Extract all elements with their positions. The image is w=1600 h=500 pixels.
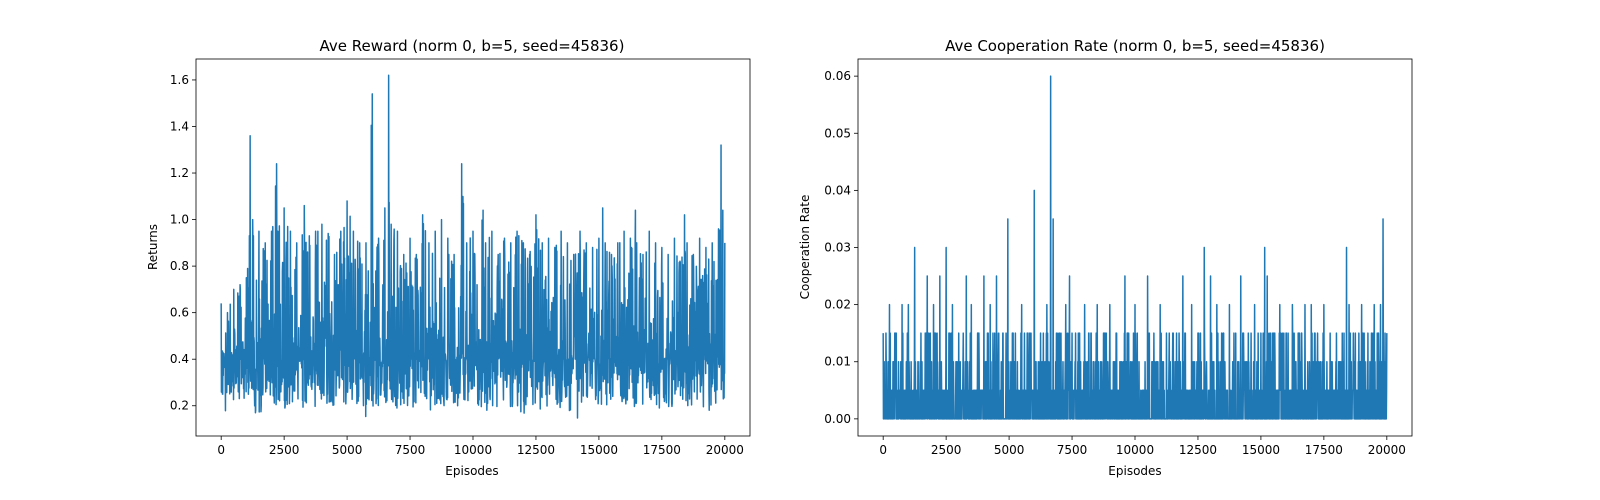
cooperation-x-ticks: 0 2500 5000 7500 10000 12500 15000 17500 20000 (879, 436, 1406, 457)
cooperation-plot-area (882, 75, 1388, 420)
cooperation-y-tick-label: 0.03 (824, 241, 851, 255)
reward-x-tick-label: 17500 (643, 443, 681, 457)
cooperation-y-tick-label: 0.05 (824, 126, 851, 140)
cooperation-y-tick-label: 0.02 (824, 298, 851, 312)
cooperation-x-tick-label: 10000 (1116, 443, 1154, 457)
cooperation-y-ticks: 0.00 0.01 0.02 0.03 0.04 0.05 0.06 (824, 69, 858, 426)
reward-y-tick-label: 0.2 (170, 399, 189, 413)
reward-y-tick-label: 0.6 (170, 306, 189, 320)
cooperation-chart-title: Ave Cooperation Rate (norm 0, b=5, seed=… (945, 37, 1325, 55)
reward-y-ticks: 0.2 0.4 0.6 0.8 1.0 1.2 1.4 1.6 (170, 73, 196, 413)
reward-y-tick-label: 1.2 (170, 166, 189, 180)
reward-y-tick-label: 0.8 (170, 259, 189, 273)
cooperation-x-tick-label: 7500 (1057, 443, 1088, 457)
reward-x-tick-label: 12500 (517, 443, 555, 457)
reward-chart: Ave Reward (norm 0, b=5, seed=45836) 0 25… (146, 37, 751, 478)
reward-x-tick-label: 5000 (332, 443, 363, 457)
cooperation-x-tick-label: 0 (879, 443, 887, 457)
cooperation-x-axis-label: Episodes (1108, 464, 1161, 478)
reward-x-tick-label: 10000 (454, 443, 492, 457)
reward-x-tick-label: 7500 (395, 443, 426, 457)
cooperation-series-line (882, 75, 1388, 420)
reward-x-tick-label: 0 (217, 443, 225, 457)
reward-y-tick-label: 1.0 (170, 213, 189, 227)
reward-y-axis-label: Returns (146, 224, 160, 270)
reward-x-tick-label: 2500 (269, 443, 300, 457)
reward-chart-title: Ave Reward (norm 0, b=5, seed=45836) (320, 37, 625, 55)
reward-series-line (220, 74, 726, 419)
cooperation-x-tick-label: 2500 (931, 443, 962, 457)
reward-x-tick-label: 20000 (706, 443, 744, 457)
cooperation-x-tick-label: 5000 (994, 443, 1025, 457)
reward-x-ticks: 0 2500 5000 7500 10000 12500 15000 17500 20000 (217, 436, 744, 457)
cooperation-y-tick-label: 0.04 (824, 183, 851, 197)
cooperation-y-tick-label: 0.01 (824, 355, 851, 369)
cooperation-y-tick-label: 0.00 (824, 412, 851, 426)
reward-x-tick-label: 15000 (580, 443, 618, 457)
cooperation-x-tick-label: 20000 (1368, 443, 1406, 457)
cooperation-x-tick-label: 15000 (1242, 443, 1280, 457)
reward-x-axis-label: Episodes (445, 464, 498, 478)
cooperation-y-axis-label: Cooperation Rate (798, 195, 812, 300)
cooperation-x-tick-label: 12500 (1179, 443, 1217, 457)
reward-plot-area (220, 74, 726, 419)
cooperation-x-tick-label: 17500 (1305, 443, 1343, 457)
reward-y-tick-label: 1.4 (170, 119, 189, 133)
cooperation-y-tick-label: 0.06 (824, 69, 851, 83)
reward-y-tick-label: 0.4 (170, 352, 189, 366)
reward-y-tick-label: 1.6 (170, 73, 189, 87)
cooperation-chart: Ave Cooperation Rate (norm 0, b=5, seed=… (798, 37, 1413, 478)
